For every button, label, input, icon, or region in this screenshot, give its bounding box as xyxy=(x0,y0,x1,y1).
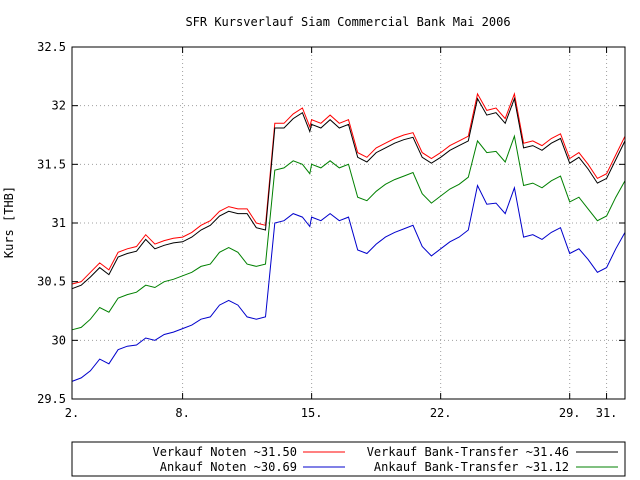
y-tick-label: 30.5 xyxy=(37,275,66,289)
series-lines xyxy=(71,92,626,382)
x-tick-label: 29. xyxy=(559,406,581,420)
legend-box xyxy=(71,441,626,477)
x-tick-label: 31. xyxy=(596,406,618,420)
series-line-4 xyxy=(71,134,626,331)
legend-label: Verkauf Noten ~31.50 xyxy=(153,445,298,459)
legend-label: Ankauf Bank-Transfer ~31.12 xyxy=(374,460,569,474)
y-axis-label: Kurs [THB] xyxy=(2,186,16,258)
axis-ticks: 29.5 30 30.5 31 31.5 32 32.5 2. 8. 15. 22. 29. 31. xyxy=(37,40,625,420)
y-tick-label: 30 xyxy=(52,333,66,347)
chart-title: SFR Kursverlauf Siam Commercial Bank Mai… xyxy=(185,15,510,29)
series-line-1 xyxy=(71,92,626,285)
x-tick-label: 22. xyxy=(430,406,452,420)
x-tick-label: 15. xyxy=(301,406,323,420)
y-tick-label: 29.5 xyxy=(37,392,66,406)
y-tick-label: 32.5 xyxy=(37,40,66,54)
y-tick-label: 32 xyxy=(52,99,66,113)
plot-frame xyxy=(71,46,626,400)
series-line-2 xyxy=(71,96,626,290)
y-tick-label: 31 xyxy=(52,216,66,230)
y-tick-label: 31.5 xyxy=(37,157,66,171)
legend-label: Ankauf Noten ~30.69 xyxy=(160,460,297,474)
x-tick-label: 8. xyxy=(175,406,189,420)
series-line-3 xyxy=(71,183,626,382)
legend: Verkauf Noten ~31.50 Verkauf Bank-Transfe… xyxy=(71,441,626,477)
legend-label: Verkauf Bank-Transfer ~31.46 xyxy=(367,445,569,459)
grid xyxy=(71,47,625,399)
x-tick-label: 2. xyxy=(65,406,79,420)
